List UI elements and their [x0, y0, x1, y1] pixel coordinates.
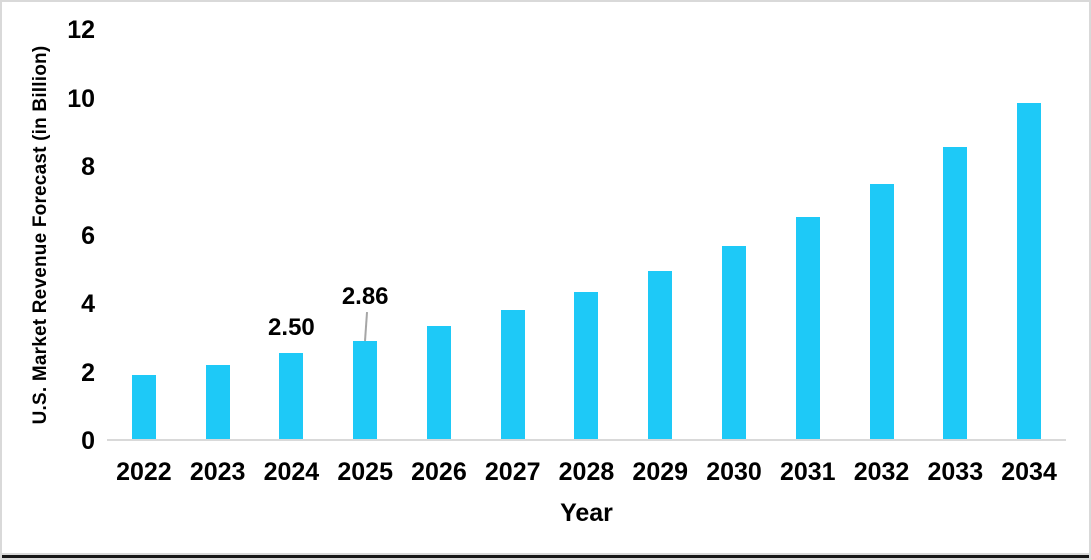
x-tick-2027: 2027: [484, 458, 541, 486]
bar-2034: [1017, 103, 1042, 439]
column-2027: [476, 30, 550, 439]
x-tick-2034: 2034: [1001, 458, 1057, 486]
y-tick-8: 8: [81, 153, 95, 181]
x-tick-2023: 2023: [189, 458, 246, 486]
column-2024: 2.50: [255, 30, 329, 439]
x-tick-2031: 2031: [779, 458, 836, 486]
y-tick-10: 10: [67, 84, 95, 113]
column-2034: [992, 30, 1066, 439]
x-tick-2024: 2024: [263, 458, 320, 486]
column-2023: [181, 30, 255, 439]
leader-line-2025: [364, 312, 369, 342]
x-tick-2032: 2032: [853, 458, 910, 486]
column-2033: [918, 30, 992, 439]
x-axis-tick-labels: 2022 2023 2024 2025 2026 2027 2028 2029 2030 2031…: [107, 457, 1066, 487]
x-tick-2029: 2029: [632, 458, 689, 486]
bar-2024: [279, 353, 304, 439]
bar-2025: [353, 341, 378, 439]
column-2031: [771, 30, 845, 439]
column-2032: [845, 30, 919, 439]
bar-2028: [574, 291, 599, 439]
bar-2032: [869, 183, 894, 439]
y-tick-12: 12: [67, 16, 95, 44]
x-tick-2025: 2025: [337, 458, 393, 486]
column-2029: [623, 30, 697, 439]
column-2026: [402, 30, 476, 439]
bar-2022: [131, 374, 156, 439]
x-tick-2033: 2033: [927, 458, 984, 486]
y-tick-4: 4: [81, 290, 95, 318]
column-2025: 2.86: [328, 30, 402, 439]
y-tick-6: 6: [81, 221, 95, 250]
bar-2031: [795, 216, 820, 439]
x-tick-2028: 2028: [558, 458, 615, 486]
bottom-border-bar: [2, 553, 1089, 558]
x-tick-2030: 2030: [706, 458, 762, 486]
bar-2029: [648, 270, 673, 439]
column-2022: [107, 30, 181, 439]
data-label-2025: 2.86: [341, 283, 389, 310]
data-label-2024: 2.50: [268, 314, 315, 342]
x-axis-title: Year: [560, 499, 613, 527]
column-2028: [550, 30, 624, 439]
plot-area: 2.50 2.86: [107, 30, 1066, 441]
bar-2033: [943, 146, 968, 439]
x-tick-2026: 2026: [411, 458, 467, 486]
y-tick-0: 0: [81, 427, 95, 455]
bar-2023: [205, 365, 230, 439]
column-2030: [697, 30, 771, 439]
x-tick-2022: 2022: [116, 458, 172, 486]
bar-2026: [426, 326, 451, 439]
bar-2027: [500, 309, 525, 439]
bar-2030: [722, 246, 746, 439]
y-axis-tick-labels: 0 2 4 6 8 10 12: [2, 2, 95, 558]
y-tick-2: 2: [81, 358, 95, 387]
